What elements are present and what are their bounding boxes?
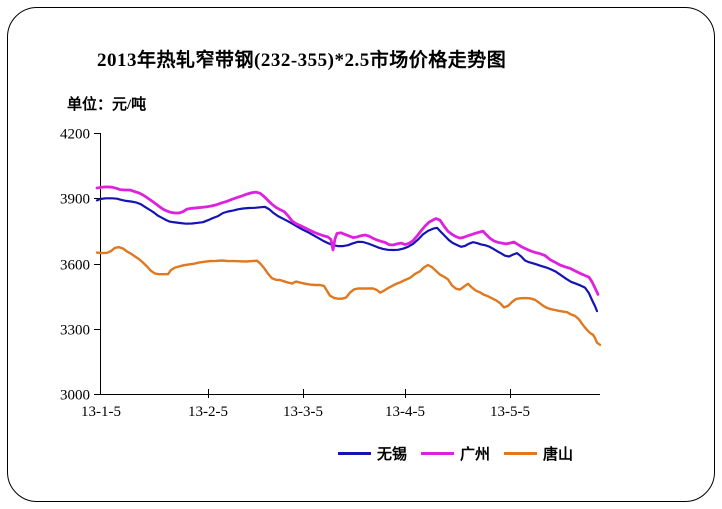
legend-label: 唐山: [543, 447, 574, 463]
legend-label: 无锡: [377, 447, 408, 463]
x-tick-label: 13-4-5: [385, 404, 425, 420]
series-line-3: [95, 245, 602, 346]
unit-label: 单位：元/吨: [67, 97, 147, 113]
y-tick-label: 3600: [60, 258, 90, 274]
x-tick-label: 13-3-5: [283, 404, 323, 420]
y-tick-label: 3900: [60, 192, 90, 208]
legend-line-swatch: [421, 452, 455, 455]
chart-border: [7, 7, 715, 502]
legend-line-swatch: [504, 452, 538, 455]
legend-item-2: 广州: [421, 443, 490, 464]
series-line-1: [95, 197, 599, 313]
legend-line-swatch: [338, 452, 371, 455]
y-tick-label: 4200: [60, 127, 90, 143]
chart-title: 2013年热轧窄带钢(232-355)*2.5市场价格走势图: [97, 50, 507, 71]
series-line-2: [95, 185, 600, 296]
x-tick-label: 13-1-5: [81, 404, 121, 420]
legend: 无锡 广州 唐山: [338, 443, 573, 464]
x-tick-label: 13-2-5: [188, 404, 228, 420]
legend-item-1: 无锡: [338, 443, 407, 464]
legend-item-3: 唐山: [504, 443, 573, 464]
y-tick-label: 3000: [60, 388, 90, 404]
x-tick-label: 13-5-5: [490, 404, 530, 420]
legend-label: 广州: [460, 447, 491, 463]
y-tick-label: 3300: [60, 323, 90, 339]
